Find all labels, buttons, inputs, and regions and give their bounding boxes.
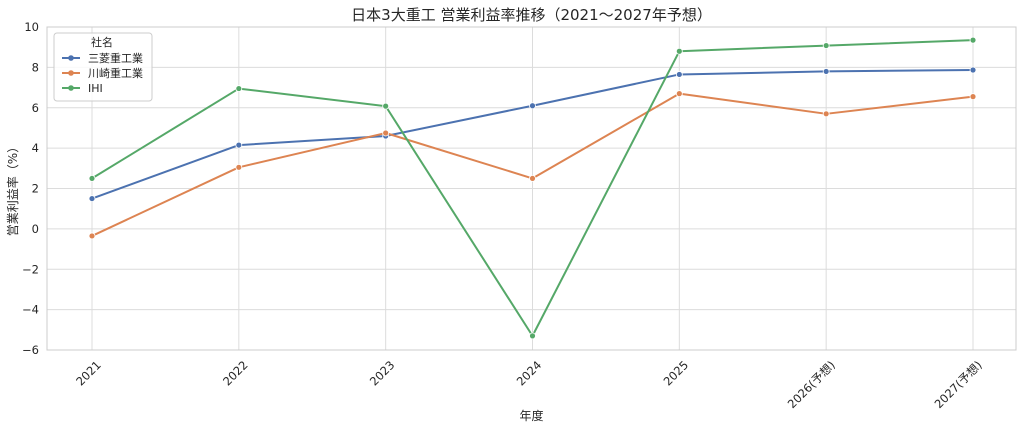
data-point: [382, 129, 390, 137]
x-axis-title: 年度: [519, 408, 543, 423]
y-tick-label: 8: [32, 60, 39, 74]
data-point: [235, 141, 243, 149]
data-point: [822, 42, 830, 49]
data-point: [235, 163, 243, 171]
y-tick-label: −2: [22, 262, 39, 276]
data-point: [235, 85, 243, 92]
data-point: [675, 90, 683, 98]
legend-label: 三菱重工業: [88, 51, 143, 65]
x-tick-label: 2023: [367, 358, 398, 389]
data-point: [822, 68, 830, 75]
data-point: [969, 93, 977, 101]
data-point: [675, 47, 683, 55]
y-axis-title: 営業利益率（%）: [5, 141, 20, 236]
legend-title: 社名: [91, 35, 113, 49]
x-tick-label: 2021: [73, 358, 104, 389]
y-tick-label: −6: [22, 343, 39, 357]
y-tick-label: 6: [32, 101, 39, 115]
data-point: [969, 66, 977, 74]
x-tick-label: 2024: [514, 358, 545, 389]
y-tick-label: 2: [32, 182, 39, 196]
data-point: [382, 102, 390, 110]
data-point: [88, 232, 96, 240]
data-point: [822, 110, 830, 118]
x-tick-label: 2022: [220, 358, 251, 389]
legend-swatch-marker: [68, 70, 74, 76]
x-tick-labels: 2021 2022 2023 2024 2025 2026(予想) 2027(予想): [73, 358, 985, 411]
x-tick-label: 2026(予想): [785, 358, 838, 411]
y-tick-label: 4: [32, 141, 39, 155]
legend-box: [53, 32, 153, 102]
legend-swatch-marker: [68, 55, 74, 61]
y-tick-label: 0: [32, 222, 39, 236]
data-point: [675, 71, 683, 78]
y-tick-label: −4: [22, 303, 39, 317]
series-lines: [88, 36, 977, 340]
data-point: [969, 36, 977, 44]
y-tick-label: 10: [24, 20, 39, 34]
legend-swatch-marker: [68, 85, 74, 91]
data-point: [529, 102, 536, 110]
legend-label: 川崎重工業: [88, 66, 143, 80]
legend-label: IHI: [88, 82, 103, 95]
data-point: [88, 175, 96, 182]
data-point: [529, 175, 536, 182]
data-point: [529, 332, 536, 340]
chart-title: 日本3大重工 営業利益率推移（2021～2027年予想）: [351, 6, 712, 24]
x-tick-label: 2025: [661, 358, 692, 389]
grid: [47, 26, 1016, 351]
data-point: [88, 195, 96, 202]
x-tick-label: 2027(予想): [932, 358, 985, 411]
plot-frame: [46, 26, 1017, 351]
y-tick-labels: −6 −4 −2 0 2 4 6 8 10: [22, 20, 39, 357]
